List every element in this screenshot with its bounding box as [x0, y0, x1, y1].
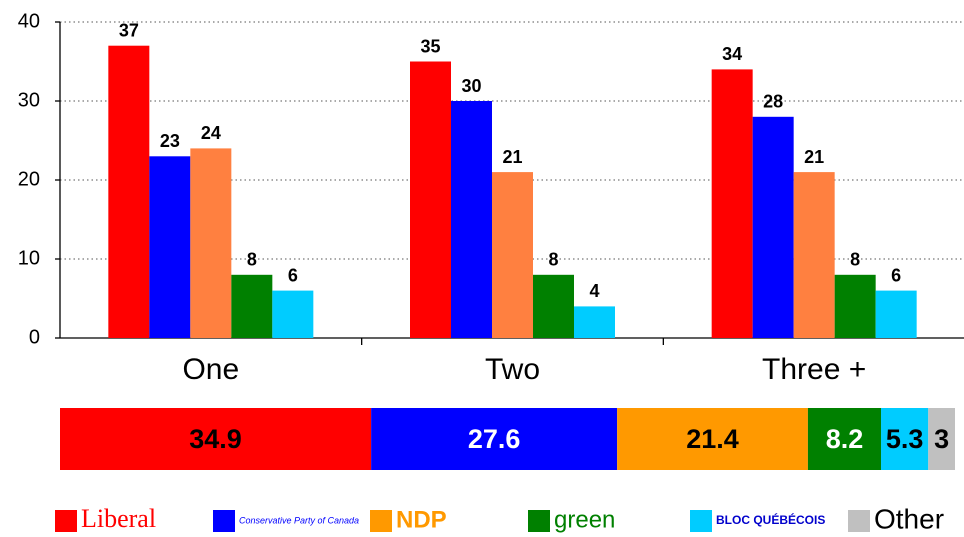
- data-label: 35: [420, 36, 440, 56]
- bar: [410, 61, 451, 338]
- legend-label: NDP: [396, 506, 447, 533]
- data-label: 30: [461, 76, 481, 96]
- bar: [752, 116, 794, 338]
- bar: [492, 172, 533, 338]
- legend-label: green: [554, 506, 615, 533]
- legend-label: Conservative Party of Canada: [239, 515, 359, 525]
- y-tick-label: 10: [18, 247, 40, 269]
- data-label: 6: [288, 265, 298, 285]
- data-label: 8: [247, 250, 257, 270]
- legend-swatch: [848, 510, 870, 532]
- y-tick-label: 30: [18, 89, 40, 111]
- x-tick-label: One: [182, 353, 239, 386]
- legend-label: Other: [874, 503, 944, 534]
- data-label: 8: [850, 250, 860, 270]
- x-tick-label: Two: [485, 353, 540, 386]
- bar: [711, 69, 753, 339]
- data-label: 28: [763, 92, 783, 112]
- bar-segment: [881, 408, 929, 470]
- legend-swatch: [528, 510, 550, 532]
- bar: [272, 290, 314, 338]
- segment-label: 21.4: [686, 424, 739, 454]
- bar: [533, 274, 574, 338]
- bar: [574, 306, 615, 338]
- bar-segment: [60, 408, 372, 470]
- y-tick-label: 20: [18, 168, 40, 190]
- segment-label: 5.3: [886, 424, 924, 454]
- legend-swatch: [213, 510, 235, 532]
- legend-label: BLOC QUÉBÉCOIS: [716, 512, 825, 527]
- y-tick-label: 0: [29, 326, 40, 348]
- bar: [793, 172, 835, 338]
- data-label: 24: [201, 123, 221, 143]
- legend-swatch: [55, 510, 77, 532]
- bar-segment: [371, 408, 618, 470]
- data-label: 37: [119, 20, 139, 40]
- legend-swatch: [690, 510, 712, 532]
- legend-label: Liberal: [81, 504, 156, 533]
- bar-segment: [928, 408, 955, 470]
- bar: [231, 274, 273, 338]
- segment-label: 27.6: [468, 424, 521, 454]
- segment-label: 8.2: [826, 424, 864, 454]
- bar: [149, 156, 191, 338]
- data-label: 4: [589, 281, 599, 301]
- data-label: 6: [891, 265, 901, 285]
- data-label: 8: [548, 250, 558, 270]
- bar: [451, 101, 492, 338]
- x-tick-label: Three +: [762, 353, 866, 386]
- segment-label: 34.9: [189, 424, 242, 454]
- bar: [108, 45, 150, 338]
- y-tick-label: 40: [18, 10, 40, 32]
- legend-swatch: [370, 510, 392, 532]
- bar: [834, 274, 876, 338]
- bar-segment: [807, 408, 882, 470]
- data-label: 23: [160, 131, 180, 151]
- data-label: 21: [502, 147, 522, 167]
- bar: [190, 148, 232, 338]
- segment-label: 3: [934, 424, 949, 454]
- data-label: 21: [804, 147, 824, 167]
- bar: [875, 290, 917, 338]
- bar-segment: [617, 408, 808, 470]
- data-label: 34: [722, 44, 742, 64]
